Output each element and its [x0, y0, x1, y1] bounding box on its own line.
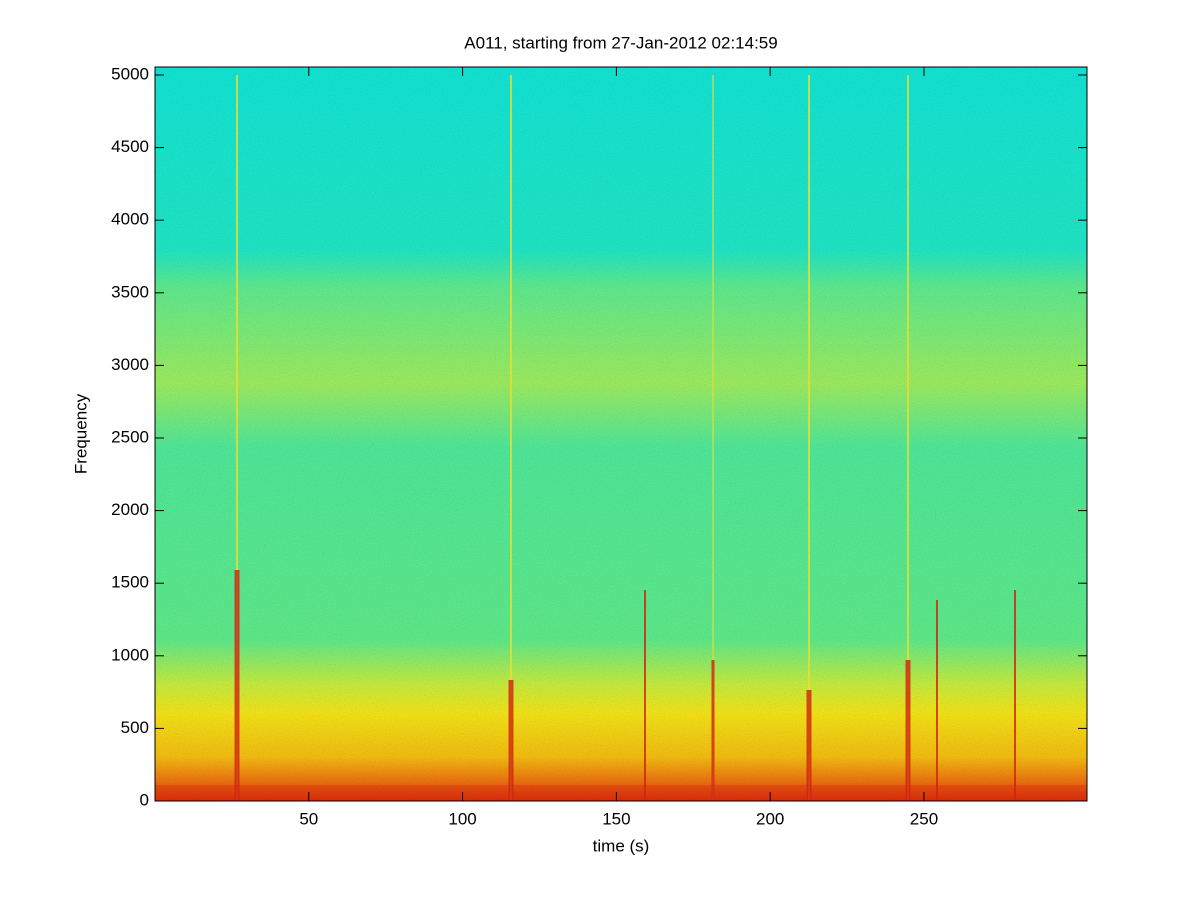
- y-tick-label: 0: [140, 790, 149, 809]
- x-tick-label: 200: [756, 809, 784, 828]
- y-tick-label: 1500: [111, 573, 149, 592]
- x-tick-label: 100: [448, 809, 476, 828]
- y-tick-label: 1000: [111, 645, 149, 664]
- low-band: [155, 785, 1087, 801]
- y-tick-label: 5000: [111, 64, 149, 83]
- spectrogram-noise: [155, 67, 1087, 801]
- spectrogram-streaks: [234, 75, 1016, 801]
- x-tick-label: 150: [602, 809, 630, 828]
- y-tick-label: 3000: [111, 355, 149, 374]
- y-tick-label: 3500: [111, 282, 149, 301]
- x-axis-label: time (s): [593, 836, 650, 855]
- chart-title: A011, starting from 27-Jan-2012 02:14:59: [464, 33, 777, 52]
- spectrogram-image: [155, 67, 1087, 801]
- x-tick-label: 250: [910, 809, 938, 828]
- y-tick-label: 2500: [111, 427, 149, 446]
- y-tick-label: 4000: [111, 210, 149, 229]
- y-tick-label: 500: [121, 718, 149, 737]
- y-tick-label: 2000: [111, 500, 149, 519]
- x-tick-label: 50: [299, 809, 318, 828]
- plot-frame: [154, 66, 1088, 802]
- y-tick-label: 4500: [111, 137, 149, 156]
- y-axis-label: Frequency: [71, 393, 90, 474]
